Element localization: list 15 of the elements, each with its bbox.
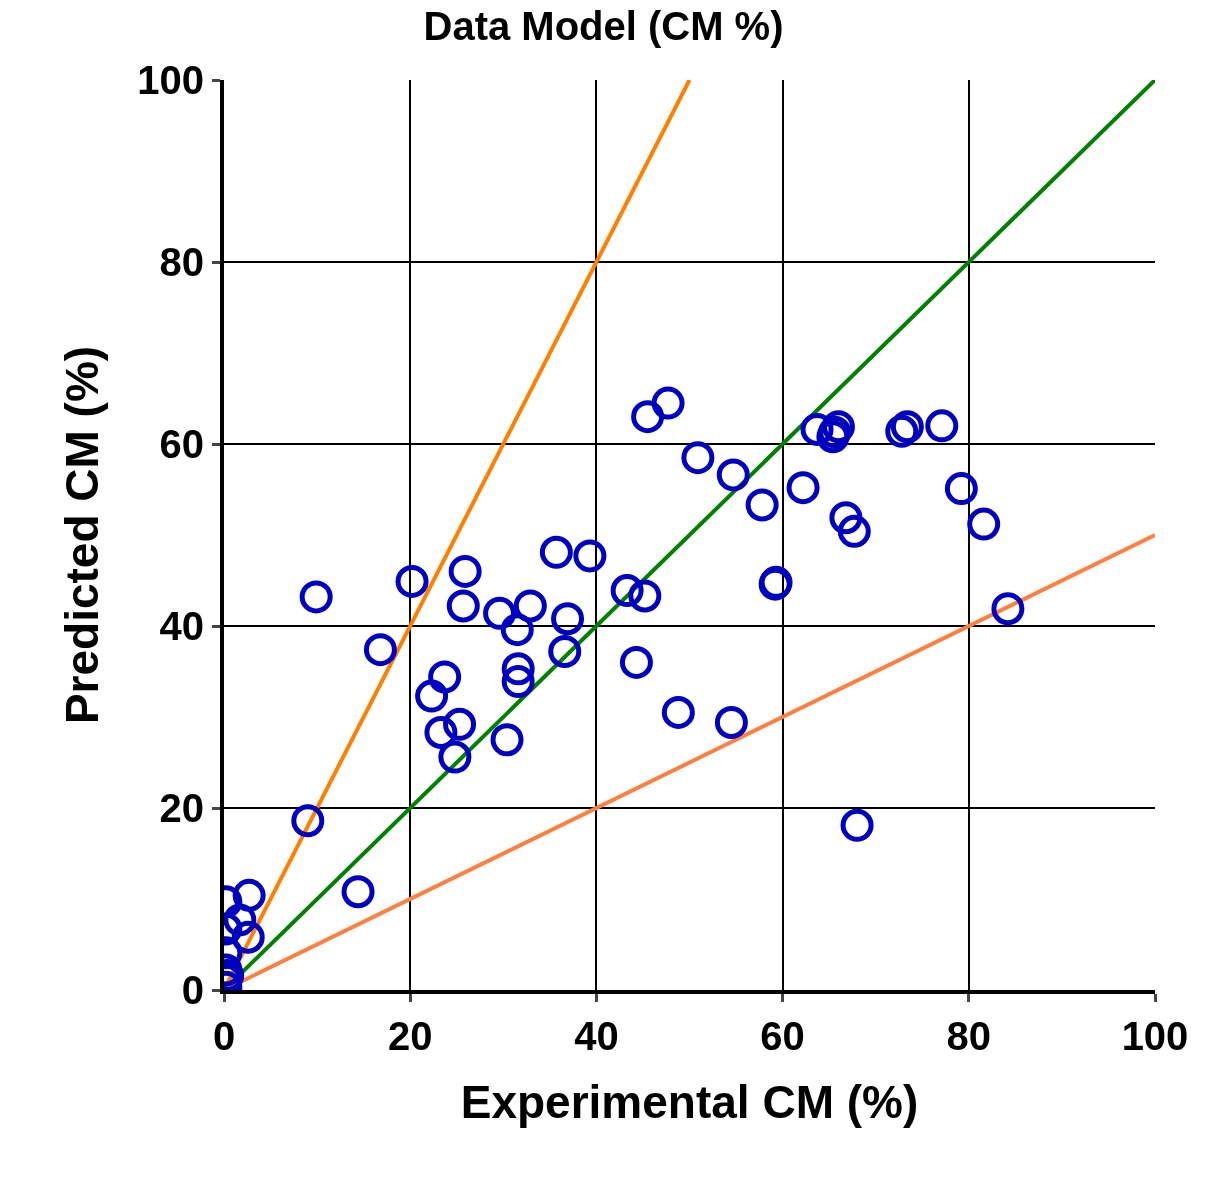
x-tick-label: 0 xyxy=(212,1014,236,1058)
x-tick-label: 40 xyxy=(574,1014,619,1058)
x-tick-label: 80 xyxy=(946,1014,992,1058)
y-tick-label: 0 xyxy=(181,968,204,1012)
y-tick-label: 100 xyxy=(137,58,204,102)
chart-title: Data Model (CM %) xyxy=(423,3,784,48)
y-tick-label: 80 xyxy=(159,240,204,284)
x-tick-label: 60 xyxy=(760,1014,805,1058)
y-tick-label: 20 xyxy=(159,786,204,830)
x-tick-label: 100 xyxy=(1121,1014,1189,1058)
y-axis-title: Predicted CM (%) xyxy=(56,345,109,725)
x-axis-title: Experimental CM (%) xyxy=(460,1076,919,1129)
y-tick-label: 40 xyxy=(159,604,204,648)
x-tick-label: 20 xyxy=(387,1014,433,1058)
y-tick-label: 60 xyxy=(159,422,204,466)
